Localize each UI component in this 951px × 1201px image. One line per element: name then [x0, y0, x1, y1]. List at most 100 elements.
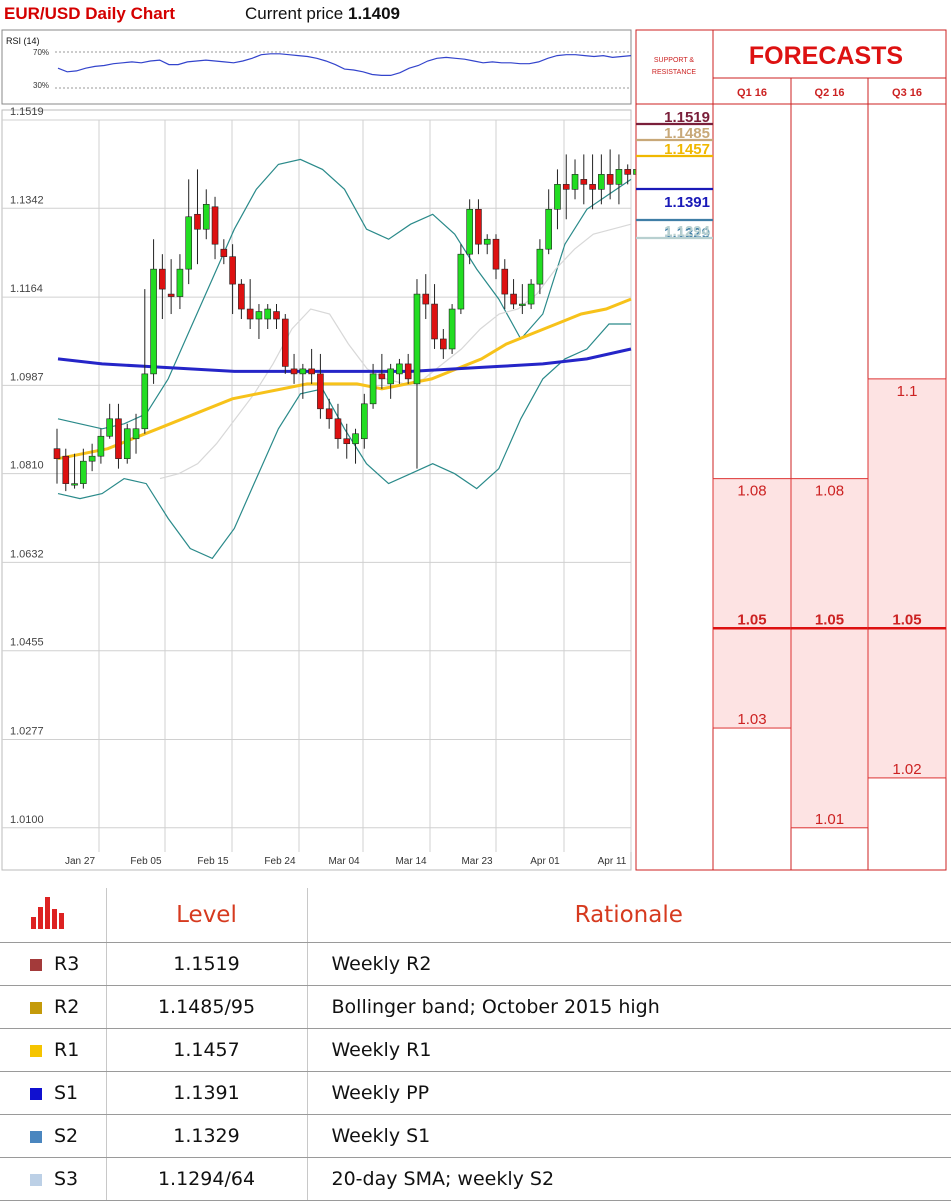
candle-body	[273, 311, 280, 320]
rsi-label: RSI (14)	[6, 36, 40, 46]
candle-body	[246, 308, 254, 320]
y-tick-label: 1.0277	[10, 726, 44, 738]
level-color-swatch	[30, 1174, 42, 1186]
forecast-low-label: 1.03	[737, 711, 766, 728]
candle	[527, 279, 535, 310]
candle	[554, 169, 561, 230]
candle-body	[255, 311, 263, 320]
level-color-swatch	[30, 959, 42, 971]
x-tick-label: Mar 14	[395, 856, 427, 867]
candle-body	[598, 174, 605, 190]
forecast-quarter-label: Q2 16	[815, 87, 845, 99]
chart-area: RSI (14) 70% 30% 1.1519 1.1342 1.1164 1.098…	[1, 29, 947, 871]
sr-level: 1.1294	[636, 223, 713, 240]
level-key: S2	[54, 1125, 79, 1147]
candle	[132, 413, 140, 454]
candle	[97, 428, 105, 464]
level-rationale: Weekly PP	[306, 1071, 951, 1115]
candle	[106, 403, 113, 439]
forecast-quarter-label: Q1 16	[737, 87, 767, 99]
rsi-panel: RSI (14) 70% 30%	[1, 29, 632, 105]
level-rationale: Bollinger band; October 2015 high	[306, 985, 951, 1029]
forecast-mid-label: 1.05	[815, 611, 844, 628]
candle	[440, 328, 447, 359]
rsi-level-30: 30%	[33, 81, 49, 90]
bollinger-bands	[57, 158, 632, 560]
candle	[510, 279, 517, 310]
candle-body	[492, 238, 500, 270]
candle	[317, 353, 324, 419]
level-key-cell: R2	[0, 985, 106, 1029]
candle	[176, 254, 184, 310]
candle-body	[387, 368, 394, 385]
sr-level: 1.1391	[636, 187, 713, 211]
candle-body	[106, 418, 113, 437]
level-value: 1.1294/64	[105, 1157, 307, 1201]
candle-body	[448, 308, 456, 350]
forecast-range	[712, 478, 792, 729]
candle	[220, 239, 228, 265]
candle	[360, 393, 368, 449]
candle-body	[343, 438, 351, 445]
candle-body	[88, 455, 96, 462]
candle	[115, 403, 122, 469]
bollinger-lower-line	[57, 323, 631, 560]
candlesticks	[53, 149, 640, 492]
candle	[448, 304, 456, 354]
candle-body	[290, 368, 298, 375]
candle-body	[510, 293, 517, 305]
candle-body	[352, 433, 359, 445]
x-tick-label: Apr 01	[530, 856, 560, 867]
candle-body	[606, 174, 614, 185]
candle	[308, 348, 315, 384]
rsi-line	[57, 53, 632, 77]
candle-body	[396, 363, 403, 375]
level-value: 1.1391	[105, 1071, 307, 1115]
candle	[615, 154, 623, 205]
level-key: R2	[54, 996, 80, 1018]
candle	[185, 179, 192, 285]
candle	[624, 164, 632, 185]
candle-body	[483, 238, 491, 245]
table-row: R2 1.1485/95 Bollinger band; October 2015 …	[0, 985, 951, 1029]
candle-body	[457, 253, 465, 310]
level-key-cell: S3	[0, 1157, 106, 1201]
candle	[71, 453, 78, 489]
candle-body	[369, 373, 377, 405]
candle	[334, 403, 342, 449]
candle	[352, 428, 359, 464]
candle-body	[185, 216, 192, 270]
y-tick-label: 1.0987	[10, 371, 44, 383]
candle	[598, 154, 605, 205]
candle-body	[167, 293, 175, 297]
candle-body	[202, 203, 210, 230]
candle-body	[475, 208, 482, 245]
forecast-range	[867, 378, 947, 779]
forecast-low-label: 1.01	[815, 811, 844, 828]
candle-body	[466, 208, 473, 255]
candle-body	[264, 308, 272, 320]
candle	[396, 358, 403, 384]
candle-body	[562, 184, 570, 190]
candle	[378, 353, 386, 389]
candle	[501, 259, 509, 310]
sr-header-line1: SUPPORT &	[654, 57, 695, 64]
candle-body	[123, 428, 131, 459]
candle	[589, 154, 596, 210]
level-color-swatch	[30, 1088, 42, 1100]
candle	[369, 363, 377, 409]
candle-body	[238, 283, 245, 310]
candle	[281, 314, 289, 374]
candle-body	[413, 293, 421, 385]
candle-body	[53, 448, 61, 459]
candle-body	[501, 268, 509, 295]
candle	[255, 304, 263, 339]
sr-label: 1.1391	[664, 194, 710, 211]
y-tick-label: 1.0455	[10, 637, 44, 649]
candle	[413, 279, 421, 469]
y-tick-label: 1.0632	[10, 548, 44, 560]
forecast-column: Q1 16 1.08 1.05 1.03	[712, 87, 792, 729]
candle-body	[589, 184, 596, 190]
candle	[246, 279, 254, 329]
candle-body	[360, 403, 368, 440]
